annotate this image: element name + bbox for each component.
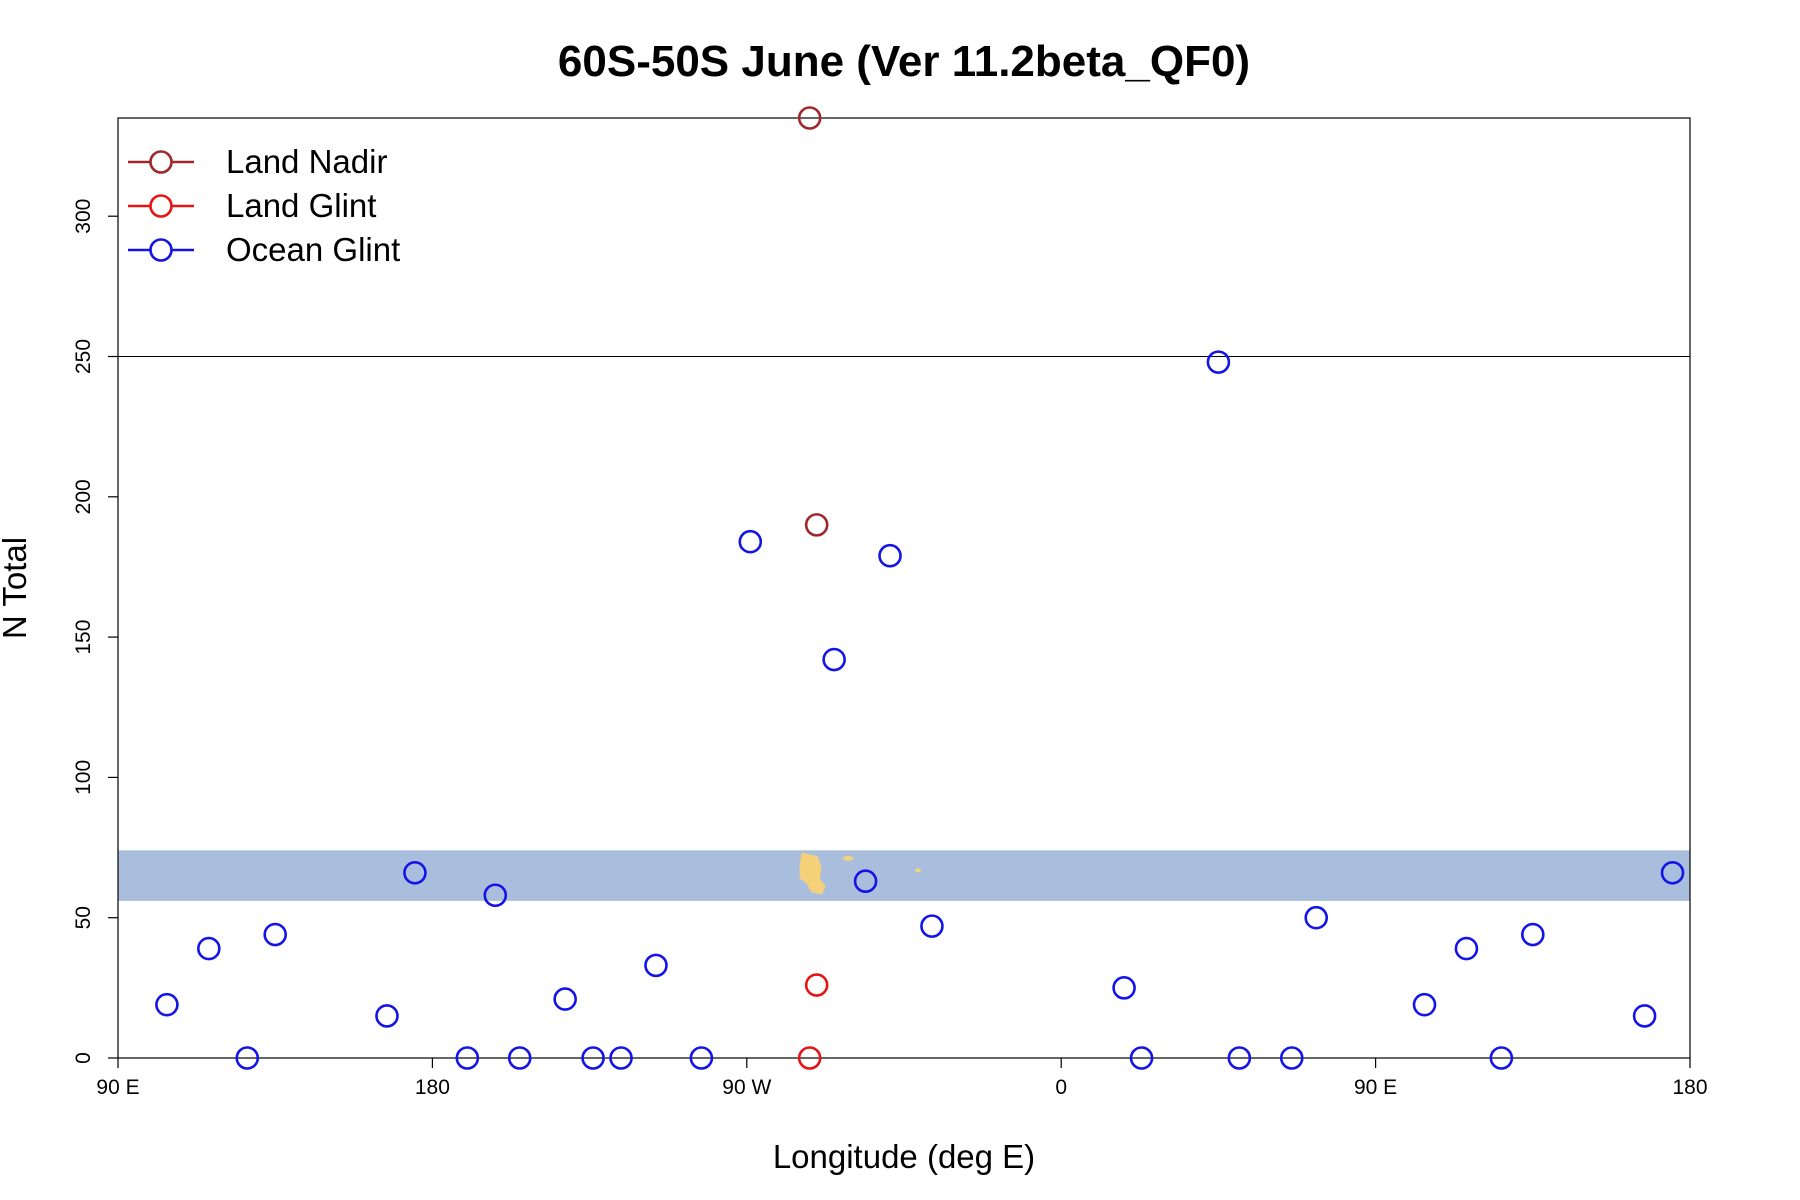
x-tick-label: 90 W: [722, 1076, 771, 1099]
ocean-glint-point: [263, 922, 288, 947]
ocean-glint-point: [1412, 992, 1437, 1017]
ocean-glint-point: [1304, 905, 1329, 930]
y-tick-label: 0: [72, 1052, 95, 1064]
ocean-glint-point: [1632, 1004, 1657, 1028]
land-patch: [799, 852, 826, 895]
ocean-glint-point: [853, 869, 878, 894]
y-tick-label: 250: [72, 339, 95, 374]
ocean-glint-point: [1129, 1046, 1154, 1070]
ocean-glint-point: [455, 1046, 480, 1070]
y-tick-label: 300: [72, 199, 95, 234]
ocean-glint-point: [644, 953, 668, 978]
ocean-glint-point: [920, 914, 944, 938]
ocean-glint-point: [822, 647, 846, 672]
y-axis: 0 50 100 150 200 250 300: [72, 199, 118, 1064]
x-tick-label: 90 E: [1354, 1076, 1397, 1099]
x-tick-label: 0: [1055, 1076, 1067, 1099]
ocean-glint-point: [375, 1004, 399, 1028]
ocean-glint-point: [609, 1046, 633, 1070]
ocean-glint-point: [1112, 976, 1136, 1000]
legend-label: Ocean Glint: [226, 231, 400, 268]
ocean-glint-point: [155, 992, 179, 1017]
ocean-glint-point: [1206, 350, 1231, 374]
land-nadir-point: [804, 513, 829, 537]
legend-label: Land Nadir: [226, 143, 387, 180]
x-axis: 90 E 180 90 W 0 90 E 180: [96, 1058, 1708, 1099]
legend-marker: [149, 194, 173, 218]
map-band: [118, 850, 1690, 901]
ocean-glint-point: [878, 543, 902, 568]
ocean-glint-point: [581, 1046, 605, 1070]
ocean-glint-point: [507, 1046, 532, 1070]
chart-title: 60S-50S June (Ver 11.2beta_QF0): [558, 37, 1250, 86]
ocean-glint-point: [1227, 1046, 1252, 1070]
legend-label: Land Glint: [226, 187, 376, 224]
x-tick-label: 180: [415, 1076, 450, 1099]
ocean-glint-point: [235, 1046, 260, 1070]
ocean-glint-point: [1521, 922, 1545, 947]
plot-frame: [117, 117, 1691, 1059]
land-nadir-point: [797, 106, 822, 130]
legend: Land Nadir Land Glint Ocean Glint: [128, 143, 400, 268]
ocean-glint-point: [483, 883, 508, 908]
ocean-glint-point: [197, 936, 221, 961]
y-axis-label: N Total: [0, 537, 33, 639]
land-patch: [914, 868, 921, 873]
y-tick-label: 50: [72, 906, 95, 929]
land-glint-point: [797, 1046, 822, 1070]
ocean-glint-point: [553, 987, 577, 1011]
y-tick-label: 150: [72, 620, 95, 655]
y-tick-label: 100: [72, 760, 95, 795]
y-tick-label: 200: [72, 479, 95, 514]
legend-marker: [149, 150, 173, 174]
ocean-glint-point: [738, 529, 763, 554]
land-glint-point: [804, 973, 829, 997]
legend-marker: [149, 238, 173, 262]
ocean-glint-point: [403, 861, 427, 885]
ocean-glint-point: [1454, 936, 1479, 961]
ocean-glint-point: [1279, 1046, 1304, 1070]
ocean-glint-point: [1489, 1046, 1514, 1070]
data-points: [155, 106, 1685, 1070]
ocean-glint-point: [1660, 861, 1685, 885]
x-tick-label: 90 E: [96, 1076, 139, 1099]
x-axis-label: Longitude (deg E): [773, 1138, 1035, 1175]
map-land: [799, 852, 921, 895]
x-tick-label: 180: [1672, 1076, 1707, 1099]
ocean-glint-point: [689, 1046, 714, 1070]
land-patch: [843, 855, 854, 861]
